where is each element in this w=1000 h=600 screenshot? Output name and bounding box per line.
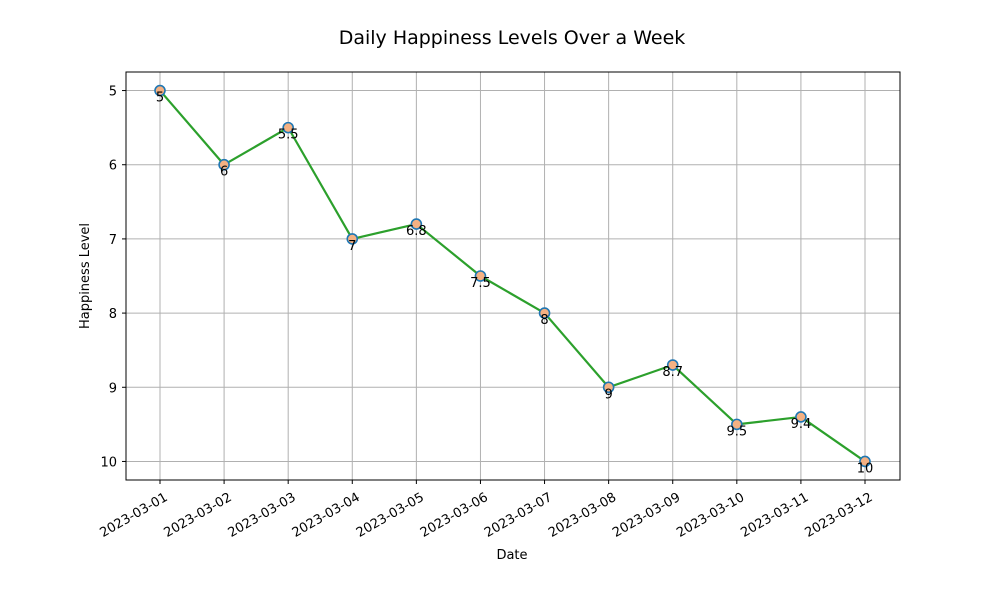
data-label: 10 — [857, 461, 874, 476]
y-tick-label: 9 — [109, 381, 117, 396]
data-point — [410, 218, 423, 230]
data-label: 6.8 — [406, 224, 427, 239]
x-tick-label: 2023-03-06 — [418, 490, 491, 541]
data-label: 5 — [156, 91, 164, 106]
x-tick-label: 2023-03-08 — [546, 490, 619, 541]
x-axis-ticks: 2023-03-012023-03-022023-03-032023-03-04… — [97, 480, 875, 541]
x-tick-label: 2023-03-07 — [482, 490, 555, 541]
data-label: 7.5 — [470, 276, 491, 291]
x-tick-label: 2023-03-11 — [738, 490, 811, 541]
data-point — [538, 307, 551, 319]
data-label: 8 — [540, 313, 548, 328]
data-label: 9.4 — [791, 417, 812, 432]
x-tick-label: 2023-03-01 — [97, 490, 170, 541]
x-tick-label: 2023-03-12 — [802, 490, 875, 541]
chart-title: Daily Happiness Levels Over a Week — [339, 27, 686, 49]
y-tick-label: 8 — [109, 307, 117, 322]
x-tick-label: 2023-03-09 — [610, 490, 683, 541]
data-label: 8.7 — [662, 365, 683, 380]
data-point — [218, 158, 230, 171]
data-point — [666, 359, 679, 371]
data-point — [154, 84, 166, 97]
data-label: 5.5 — [278, 128, 299, 143]
y-tick-label: 7 — [109, 233, 117, 248]
data-point — [346, 233, 359, 245]
y-tick-label: 10 — [100, 455, 117, 470]
data-label: 7 — [348, 239, 356, 254]
x-tick-label: 2023-03-10 — [674, 490, 747, 541]
grid — [126, 72, 900, 480]
data-point — [859, 455, 871, 468]
y-axis-ticks: 5 6 7 8 9 10 — [100, 85, 126, 470]
x-tick-label: 2023-03-05 — [354, 490, 427, 541]
data-label: 9.5 — [726, 424, 747, 439]
y-tick-label: 6 — [109, 159, 117, 174]
series-line — [159, 89, 866, 463]
x-tick-label: 2023-03-02 — [162, 490, 235, 541]
data-point — [731, 418, 743, 431]
x-tick-label: 2023-03-03 — [226, 490, 299, 541]
plot-area: 5 6 5.5 7 6.8 7.5 8 9 8.7 9.5 9.4 10 — [154, 84, 874, 476]
data-point — [602, 381, 615, 394]
x-axis-label: Date — [496, 548, 527, 563]
data-label: 9 — [604, 387, 612, 402]
data-point — [795, 411, 807, 423]
y-axis-label: Happiness Level — [78, 223, 93, 329]
x-tick-label: 2023-03-04 — [290, 490, 363, 541]
data-point — [474, 270, 487, 282]
data-point — [282, 121, 294, 134]
y-tick-label: 5 — [109, 85, 117, 100]
data-label: 6 — [220, 165, 228, 180]
axes-frame — [125, 71, 901, 481]
